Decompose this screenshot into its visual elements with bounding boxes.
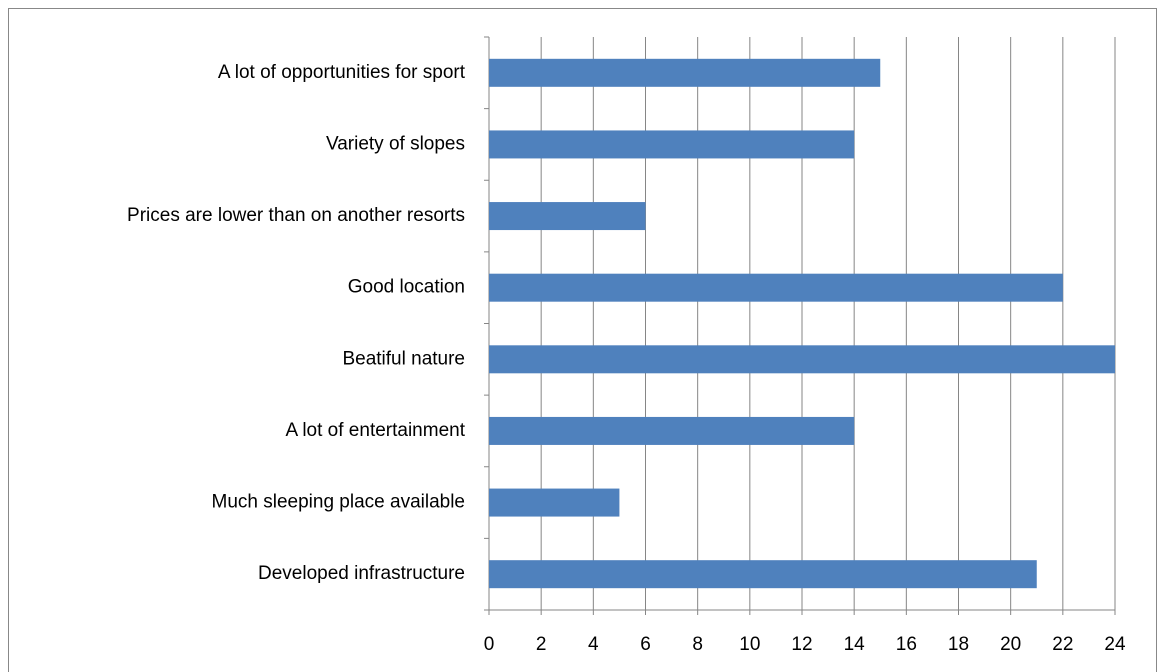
y-tick-label: Prices are lower than on another resorts	[127, 205, 465, 226]
y-tick-label: Much sleeping place available	[212, 492, 466, 513]
bar	[489, 202, 646, 231]
x-tick-label: 18	[948, 634, 969, 655]
x-tick-label: 8	[692, 634, 703, 655]
bar	[489, 345, 1115, 374]
y-tick-label: A lot of opportunities for sport	[218, 62, 466, 83]
x-tick-label: 4	[588, 634, 599, 655]
x-tick-label: 24	[1104, 634, 1126, 655]
x-tick-label: 0	[484, 634, 495, 655]
x-tick-label: 2	[536, 634, 547, 655]
bar	[489, 130, 855, 159]
x-tick-label: 22	[1052, 634, 1073, 655]
y-tick-label: Developed infrastructure	[258, 563, 465, 584]
y-tick-label: Good location	[348, 277, 465, 298]
y-tick-label: Variety of slopes	[326, 133, 465, 154]
x-tick-label: 12	[791, 634, 812, 655]
bar	[489, 416, 855, 445]
bar	[489, 560, 1037, 589]
x-tick-label: 10	[739, 634, 760, 655]
bar	[489, 488, 620, 517]
x-tick-label: 6	[640, 634, 651, 655]
x-tick-label: 20	[1000, 634, 1021, 655]
y-tick-label: A lot of entertainment	[285, 420, 465, 441]
bar	[489, 58, 881, 87]
y-tick-label: Beatiful nature	[342, 348, 465, 369]
bar	[489, 273, 1063, 302]
x-tick-label: 16	[896, 634, 917, 655]
x-tick-label: 14	[844, 634, 866, 655]
